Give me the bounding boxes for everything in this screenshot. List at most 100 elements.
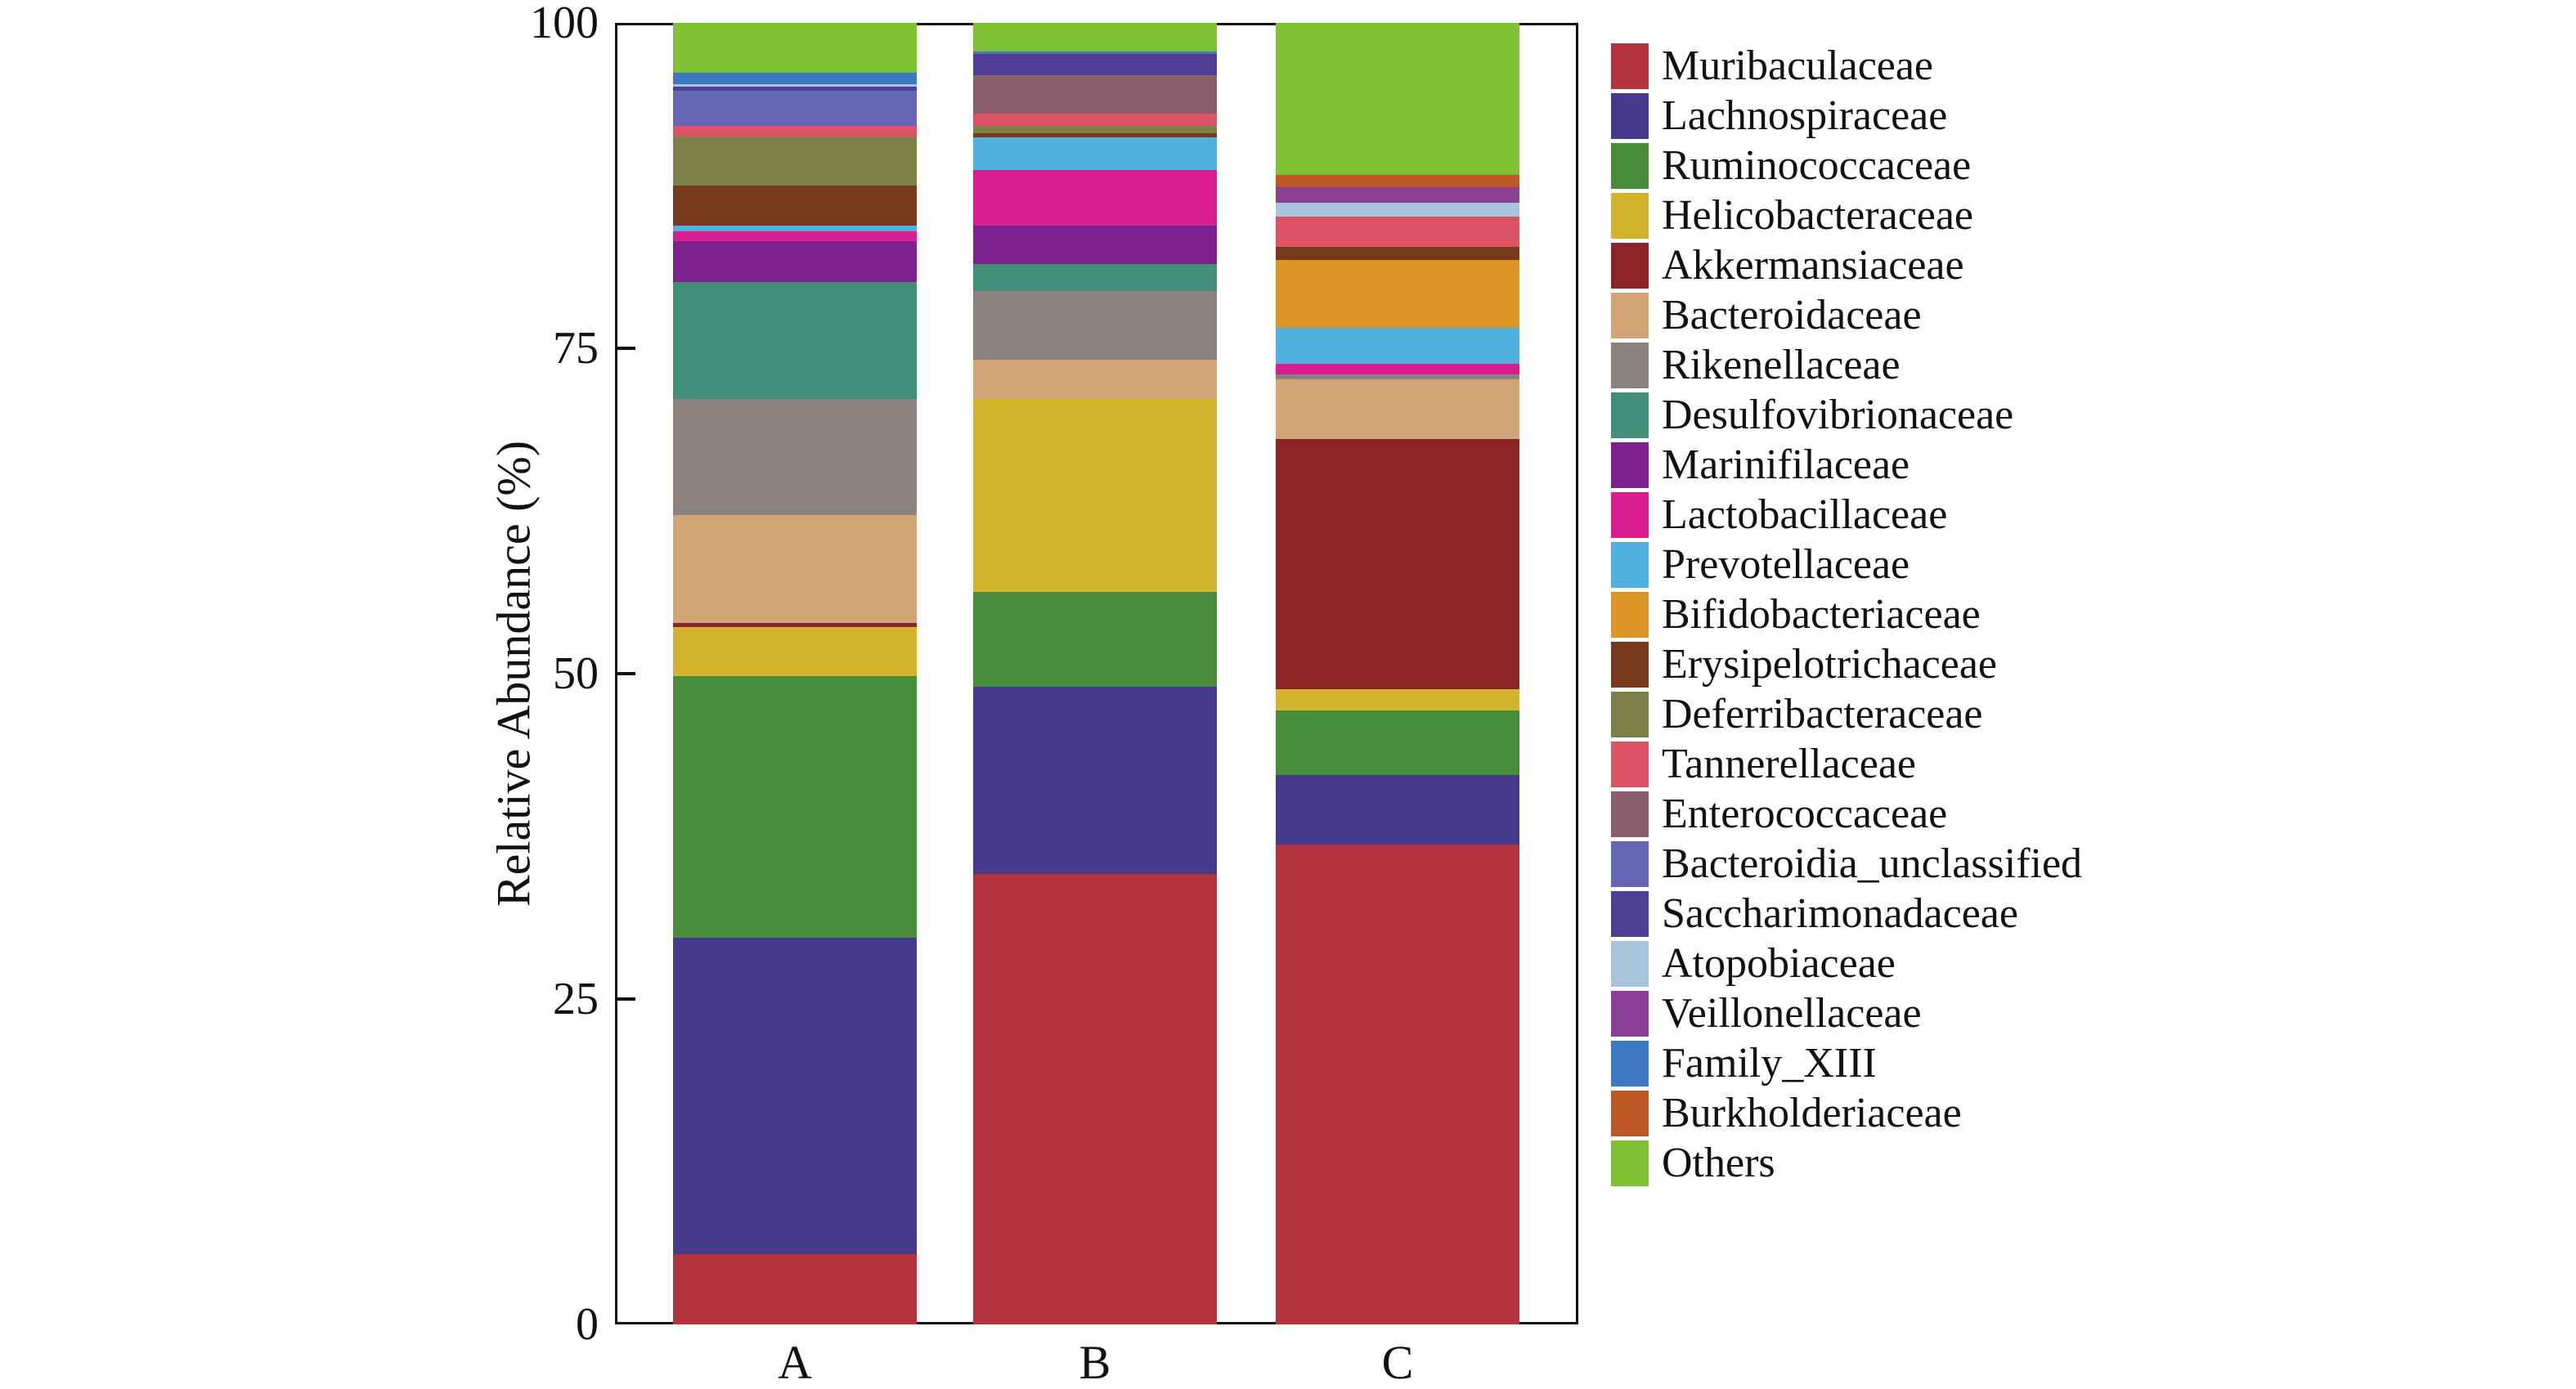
legend-row: Atopobiaceae bbox=[1611, 940, 1896, 987]
bar-segment-Bacteroidaceae bbox=[1276, 379, 1519, 440]
legend-row: Bacteroidia_unclassified bbox=[1611, 840, 2082, 887]
legend-row: Akkermansiaceae bbox=[1611, 242, 1964, 289]
legend-label: Burkholderiaceae bbox=[1662, 1089, 1962, 1136]
bar-segment-Helicobacteraceae bbox=[1276, 689, 1519, 710]
legend-label: Deferribacteraceae bbox=[1662, 690, 1983, 737]
bar-segment-Burkholderiaceae bbox=[1276, 175, 1519, 187]
bar-segment-Bacteroidaceae bbox=[673, 514, 917, 623]
bar-segment-Ruminococcaceae bbox=[1276, 710, 1519, 776]
legend-label: Ruminococcaceae bbox=[1662, 141, 1972, 189]
y-tick-mark bbox=[617, 672, 635, 675]
bar-segment-Saccharimonadaceae bbox=[673, 87, 917, 91]
bar-A bbox=[673, 23, 917, 1324]
bar-segment-Deferribacteraceae bbox=[673, 136, 917, 186]
bar-segment-Erysipelotrichaceae bbox=[973, 133, 1217, 138]
bar-segment-Prevotellaceae bbox=[673, 226, 917, 231]
legend-swatch bbox=[1611, 92, 1649, 139]
legend-label: Akkermansiaceae bbox=[1662, 241, 1964, 289]
legend-row: Others bbox=[1611, 1140, 1775, 1186]
legend-label: Lactobacillaceae bbox=[1662, 491, 1948, 538]
x-tick-label-C: C bbox=[1381, 1336, 1414, 1389]
legend-swatch bbox=[1611, 741, 1649, 787]
bar-segment-Family_XIII bbox=[673, 72, 917, 84]
bar-segment-Desulfovibrionaceae bbox=[973, 263, 1217, 291]
legend-label: Bifidobacteriaceae bbox=[1662, 590, 1981, 638]
bar-segment-Helicobacteraceae bbox=[673, 626, 917, 677]
legend-swatch bbox=[1611, 591, 1649, 638]
legend-row: Burkholderiaceae bbox=[1611, 1090, 1962, 1136]
x-tick-label-B: B bbox=[1079, 1336, 1111, 1389]
y-tick-label: 75 bbox=[553, 323, 599, 374]
bar-segment-Helicobacteraceae bbox=[973, 399, 1217, 592]
bar-segment-Lactobacillaceae bbox=[673, 231, 917, 242]
bar-segment-Others bbox=[1276, 23, 1519, 176]
legend-swatch bbox=[1611, 541, 1649, 588]
legend-swatch bbox=[1611, 491, 1649, 538]
bar-segment-Ruminococcaceae bbox=[973, 591, 1217, 687]
legend-swatch bbox=[1611, 1140, 1649, 1186]
bar-segment-Tannerellaceae bbox=[673, 125, 917, 137]
bar-segment-Saccharimonadaceae bbox=[973, 54, 1217, 75]
legend-label: Marinifilaceae bbox=[1662, 441, 1910, 488]
legend-label: Rikenellaceae bbox=[1662, 341, 1901, 388]
bar-segment-Lachnospiraceae bbox=[1276, 775, 1519, 845]
legend-row: Prevotellaceae bbox=[1611, 541, 1910, 588]
bar-segment-Enterococcaceae bbox=[973, 74, 1217, 114]
legend-label: Tannerellaceae bbox=[1662, 740, 1916, 787]
bar-segment-Tannerellaceae bbox=[973, 114, 1217, 126]
legend-swatch bbox=[1611, 342, 1649, 388]
bar-segment-Bacteroidia_unclassified bbox=[673, 90, 917, 126]
bar-segment-Lactobacillaceae bbox=[1276, 364, 1519, 374]
legend-swatch bbox=[1611, 840, 1649, 887]
legend-swatch bbox=[1611, 392, 1649, 438]
legend-row: Tannerellaceae bbox=[1611, 741, 1916, 787]
legend-swatch bbox=[1611, 1040, 1649, 1087]
y-tick-mark bbox=[617, 347, 635, 350]
legend-swatch bbox=[1611, 441, 1649, 488]
legend-swatch bbox=[1611, 43, 1649, 89]
legend-label: Bacteroidia_unclassified bbox=[1662, 840, 2083, 887]
bar-segment-Marinifilaceae bbox=[673, 241, 917, 282]
bar-segment-Deferribacteraceae bbox=[973, 125, 1217, 134]
legend-label: Helicobacteraceae bbox=[1662, 191, 1974, 239]
legend-swatch bbox=[1611, 292, 1649, 338]
legend-swatch bbox=[1611, 641, 1649, 688]
legend-row: Saccharimonadaceae bbox=[1611, 890, 2018, 937]
bar-segment-Bifidobacteriaceae bbox=[1276, 259, 1519, 328]
bar-segment-Muribaculaceae bbox=[973, 874, 1217, 1324]
legend-swatch bbox=[1611, 242, 1649, 289]
bar-segment-Lachnospiraceae bbox=[673, 938, 917, 1255]
legend-swatch bbox=[1611, 691, 1649, 737]
bar-segment-Muribaculaceae bbox=[673, 1254, 917, 1324]
legend-swatch bbox=[1611, 890, 1649, 937]
bar-segment-Veillonellaceae bbox=[1276, 186, 1519, 203]
legend-label: Erysipelotrichaceae bbox=[1662, 640, 1997, 688]
bar-segment-Prevotellaceae bbox=[1276, 327, 1519, 365]
legend-label: Lachnospiraceae bbox=[1662, 92, 1948, 139]
y-tick-label: 100 bbox=[530, 0, 599, 48]
bar-C bbox=[1276, 23, 1519, 1324]
bar-segment-Atopobiaceae bbox=[1276, 202, 1519, 217]
legend-swatch bbox=[1611, 142, 1649, 189]
bar-segment-Erysipelotrichaceae bbox=[1276, 246, 1519, 260]
bar-segment-Desulfovibrionaceae bbox=[673, 281, 917, 400]
legend-row: Deferribacteraceae bbox=[1611, 691, 1983, 737]
legend-swatch bbox=[1611, 940, 1649, 987]
legend-row: Family_XIII bbox=[1611, 1040, 1877, 1087]
legend-row: Muribaculaceae bbox=[1611, 43, 1933, 89]
legend-row: Bifidobacteriaceae bbox=[1611, 591, 1981, 638]
bar-segment-Rikenellaceae bbox=[673, 399, 917, 515]
legend-row: Bacteroidaceae bbox=[1611, 292, 1922, 338]
bar-segment-Lactobacillaceae bbox=[973, 169, 1217, 226]
bar-segment-Others bbox=[673, 23, 917, 73]
x-tick-label-A: A bbox=[778, 1336, 812, 1389]
bar-segment-Akkermansiaceae bbox=[1276, 439, 1519, 690]
y-tick-mark bbox=[617, 997, 635, 1001]
legend-label: Atopobiaceae bbox=[1662, 939, 1896, 987]
legend-label: Veillonellaceae bbox=[1662, 989, 1922, 1037]
legend-label: Prevotellaceae bbox=[1662, 540, 1910, 588]
y-tick-label: 0 bbox=[576, 1299, 599, 1350]
bar-segment-Erysipelotrichaceae bbox=[673, 186, 917, 226]
bar-segment-Marinifilaceae bbox=[973, 226, 1217, 264]
bar-segment-Others bbox=[973, 23, 1217, 52]
